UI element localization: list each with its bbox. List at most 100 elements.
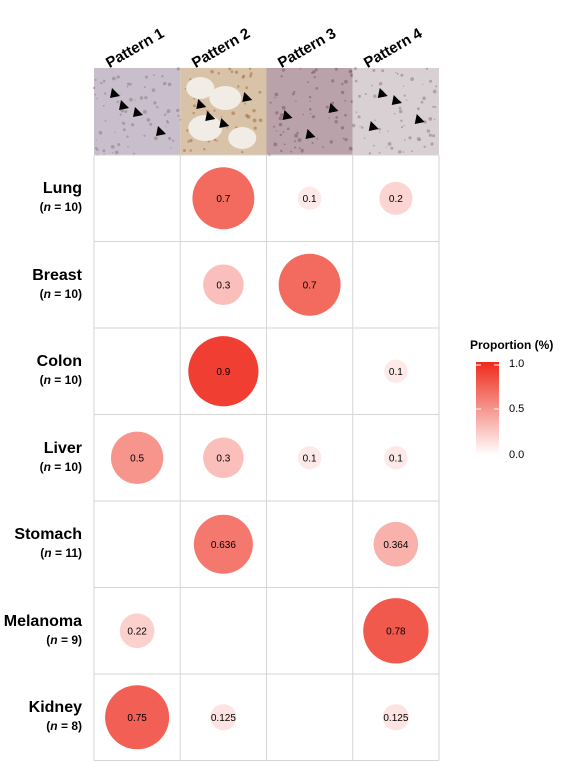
micrograph-texture-dot	[275, 111, 279, 115]
micrograph-texture-dot	[302, 113, 304, 116]
micrograph-texture-dot	[282, 131, 285, 133]
micrograph-texture-dot	[249, 74, 252, 78]
micrograph-texture-dot	[334, 67, 338, 71]
micrograph-texture-dot	[94, 93, 97, 96]
micrograph-texture-dot	[410, 77, 414, 81]
micrograph-texture-dot	[143, 134, 146, 137]
micrograph-texture-dot	[234, 70, 239, 74]
micrograph-texture-dot	[353, 67, 357, 71]
micrograph-texture-dot	[373, 144, 375, 147]
micrograph-texture-dot	[283, 143, 286, 146]
micrograph-texture-dot	[368, 152, 372, 155]
bubble-value-label: 0.9	[216, 367, 230, 378]
legend-color-bar	[476, 362, 499, 455]
micrograph-arrowhead-marker	[156, 126, 166, 136]
micrograph-texture-dot	[172, 139, 175, 142]
micrograph-texture-dot	[395, 71, 397, 74]
micrograph-texture-dot	[143, 86, 146, 88]
micrograph-texture-dot	[119, 113, 122, 116]
micrograph-texture-dot	[430, 142, 434, 146]
micrograph-texture-dot	[378, 127, 381, 131]
micrograph-vacuole	[209, 86, 242, 110]
bubble	[119, 613, 155, 649]
pattern-3-micrograph	[266, 68, 353, 155]
micrograph-vacuole	[228, 127, 257, 149]
micrograph-texture-dot	[372, 69, 376, 72]
micrograph-texture-dot	[400, 119, 403, 123]
micrograph-texture-dot	[93, 86, 96, 90]
micrograph-texture-dot	[340, 90, 345, 95]
micrograph-texture-dot	[129, 97, 133, 102]
micrograph-texture-dot	[334, 120, 338, 124]
legend-title: Proportion (%)	[470, 338, 554, 352]
bubble-value-label: 0.1	[303, 194, 317, 205]
micrograph-texture-dot	[179, 119, 182, 121]
micrograph-texture-dot	[203, 148, 206, 151]
micrograph-texture-dot	[142, 109, 147, 114]
micrograph-texture-dot	[128, 82, 132, 86]
micrograph-texture-dot	[163, 81, 167, 86]
bubble	[384, 359, 408, 383]
micrograph-texture-dot	[126, 82, 130, 86]
micrograph-texture-dot	[252, 109, 256, 113]
micrograph-texture-dot	[371, 84, 373, 87]
micrograph-arrowhead-marker	[205, 111, 216, 121]
micrograph-texture-dot	[400, 73, 404, 77]
micrograph-texture-dot	[354, 79, 358, 83]
micrograph-texture-dot	[433, 118, 436, 121]
micrograph-texture-dot	[163, 113, 167, 117]
micrograph-texture-dot	[309, 100, 311, 102]
micrograph-texture-dot	[279, 113, 284, 117]
micrograph-texture-dot	[420, 100, 424, 104]
micrograph-texture-dot	[426, 129, 431, 133]
micrograph-texture-dot	[294, 146, 297, 149]
micrograph-texture-dot	[228, 67, 232, 71]
micrograph-texture-dot	[273, 125, 276, 128]
micrograph-texture-dot	[120, 108, 124, 113]
micrograph-texture-dot	[390, 146, 394, 150]
bubble-value-label: 0.5	[130, 453, 144, 464]
bubble-value-label: 0.1	[389, 367, 403, 378]
row-label-kidney: Kidney	[28, 699, 82, 717]
bubble-value-label: 0.3	[216, 453, 230, 464]
micrograph-texture-dot	[355, 111, 358, 113]
micrograph-texture-dot	[126, 85, 129, 88]
micrograph-texture-dot	[357, 115, 361, 119]
bubble-value-label: 0.3	[216, 280, 230, 291]
micrograph-texture-dot	[226, 127, 228, 129]
micrograph-texture-dot	[246, 115, 251, 119]
bubble	[382, 704, 409, 731]
micrograph-texture-dot	[403, 94, 406, 97]
micrograph-texture-dot	[182, 149, 186, 152]
micrograph-texture-dot	[387, 142, 392, 146]
row-sample-size: (n = 10)	[39, 200, 82, 215]
row-sample-size: (n = 10)	[39, 459, 82, 474]
micrograph-texture-dot	[117, 143, 121, 147]
micrograph-texture-dot	[364, 93, 367, 95]
bubble	[210, 704, 237, 731]
micrograph-texture-dot	[348, 146, 353, 151]
micrograph-texture-dot	[231, 111, 235, 115]
micrograph-texture-dot	[308, 95, 312, 99]
micrograph-texture-dot	[374, 119, 376, 122]
micrograph-texture-dot	[418, 138, 421, 141]
micrograph-arrowhead-marker	[110, 88, 120, 98]
micrograph-texture-dot	[139, 96, 144, 100]
micrograph-texture-dot	[275, 130, 278, 132]
micrograph-texture-dot	[393, 113, 396, 115]
micrograph-texture-dot	[253, 126, 257, 130]
micrograph-texture-dot	[167, 82, 172, 87]
micrograph-texture-dot	[184, 88, 187, 90]
micrograph-texture-dot	[119, 93, 121, 95]
legend-tick-mid: 0.5	[509, 403, 525, 415]
micrograph-texture-dot	[408, 136, 412, 140]
micrograph-texture-dot	[165, 125, 167, 128]
micrograph-texture-dot	[378, 82, 383, 86]
micrograph-texture-dot	[342, 137, 345, 140]
micrograph-vacuole	[186, 77, 215, 99]
row-sample-size: (n = 10)	[39, 373, 82, 388]
micrograph-texture-dot	[398, 150, 402, 154]
micrograph-texture-dot	[245, 86, 248, 89]
row-label-colon: Colon	[36, 353, 82, 371]
micrograph-texture-dot	[396, 72, 399, 75]
